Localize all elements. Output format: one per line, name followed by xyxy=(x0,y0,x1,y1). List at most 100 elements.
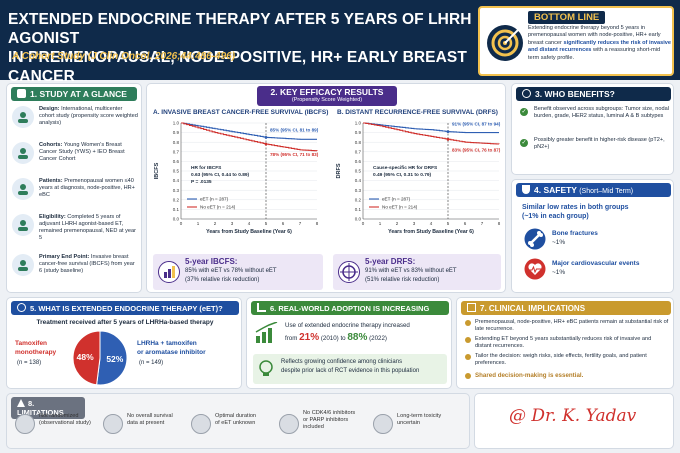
implication-item: Tailor the decision: weigh risks, side e… xyxy=(475,353,647,366)
x-axis-label: Years from Study Baseline (Year 6) xyxy=(388,229,474,235)
efficacy-subheading: (Propensity Score Weighted) xyxy=(291,97,363,103)
y-tick-label: 0.3 xyxy=(173,188,180,193)
y-tick-label: 0.1 xyxy=(173,207,180,212)
combo-label-1: LHRHa + tamoxifen xyxy=(137,340,197,347)
y-tick-label: 0.2 xyxy=(355,197,362,202)
bone-value: ~1% xyxy=(552,239,566,246)
y-tick-label: 0.9 xyxy=(173,130,180,135)
safety-lead-2: (~1% in each group) xyxy=(522,213,589,220)
limitation-item: No CDK4/6 inhibitors or PARP inhibitors in… xyxy=(303,410,356,430)
hr-value: 0.63 (95% CI, 0.44 to 0.89) xyxy=(191,172,250,178)
x-tick-label: 4 xyxy=(248,221,251,226)
x-tick-label: 5 xyxy=(265,221,268,226)
implication-item: Shared decision-making is essential. xyxy=(475,372,584,379)
bullet-dot-icon xyxy=(465,337,471,343)
y-tick-label: 0.6 xyxy=(173,159,180,164)
check-icon: ✓ xyxy=(520,139,528,147)
eet-pie-chart: 52% 48% xyxy=(72,330,128,386)
adoption-text-2b: despite prior lack of RCT evidence in th… xyxy=(281,368,420,374)
ibcfs-result-line2: (37% relative risk reduction) xyxy=(185,277,260,283)
y-tick-label: 0.5 xyxy=(173,169,180,174)
pie-slice-combination xyxy=(96,330,128,386)
lightbulb-icon xyxy=(259,360,273,376)
implication-item: Extending ET beyond 5 years substantiall… xyxy=(475,336,652,349)
calendar-question-icon xyxy=(191,414,211,434)
legend-label-eet: eET (n = 287) xyxy=(200,197,229,202)
benefit-item-2: Possibly greater benefit in higher-risk … xyxy=(534,137,665,150)
person-icon xyxy=(12,178,34,200)
heart-icon xyxy=(524,258,546,280)
y-tick-label: 0.8 xyxy=(355,140,362,145)
eet-heading: 5. WHAT IS EXTENDED ENDOCRINE THERAPY (e… xyxy=(11,301,239,315)
signature-box: @ Dr. K. Yadav xyxy=(474,393,674,449)
y-tick-label: 0.8 xyxy=(173,140,180,145)
x-tick-label: 7 xyxy=(299,221,302,226)
adoption-text-1: Use of extended endocrine therapy increa… xyxy=(285,322,410,329)
clipboard-icon xyxy=(467,303,476,312)
people-icon xyxy=(12,106,34,128)
page-title: EXTENDED ENDOCRINE THERAPY AFTER 5 YEARS… xyxy=(8,10,478,86)
signature: @ Dr. K. Yadav xyxy=(509,406,637,426)
drfs-result-box: 5-year DRFS: 91% with eET vs 83% without… xyxy=(333,254,501,290)
title-line-1: EXTENDED ENDOCRINE THERAPY AFTER 5 YEARS… xyxy=(8,11,472,47)
benefit-item-1: Benefit observed across subgroups: Tumor… xyxy=(534,106,669,119)
pill-icon xyxy=(17,303,26,312)
x-tick-label: 8 xyxy=(498,221,501,226)
y-tick-label: 0.3 xyxy=(355,188,362,193)
ibcfs-result-box: 5-year IBCFS: 85% with eET vs 78% withou… xyxy=(153,254,323,290)
y-tick-label: 0.4 xyxy=(355,178,362,183)
y-tick-label: 0.6 xyxy=(355,159,362,164)
combo-n: (n = 149) xyxy=(139,360,164,366)
bone-icon xyxy=(524,228,546,250)
study-item: Primary End Point: Invasive breast cance… xyxy=(39,254,135,274)
bottom-line-text: Extending endocrine therapy beyond 5 yea… xyxy=(528,25,672,61)
limitation-item: Optimal duration of eET unknown xyxy=(215,413,257,426)
page-subtitle: A Cohort Study (J Clin Oncol. 2026;44:48… xyxy=(12,51,236,62)
x-tick-label: 0 xyxy=(362,221,365,226)
drfs-chart: 0.0 0.1 0.2 0.3 0.4 0.5 0.6 0.7 0.8 0.9 1.0 0 1 2 3 4 5 6… xyxy=(336,121,501,235)
y-tick-label: 0.1 xyxy=(355,207,362,212)
x-tick-label: 1 xyxy=(197,221,200,226)
x-tick-label: 5 xyxy=(447,221,450,226)
y-tick-label: 0.0 xyxy=(355,217,362,222)
eet-subheading: Treatment received after 5 years of LHRH… xyxy=(36,319,214,326)
ibcfs-chart: 0.0 0.1 0.2 0.3 0.4 0.5 0.6 0.7 0.8 0.9 1.0 0 1 2 3 4 5 6… xyxy=(154,121,319,235)
drfs-result-line1: 91% with eET vs 83% without eET xyxy=(365,268,457,274)
eet-panel: 5. WHAT IS EXTENDED ENDOCRINE THERAPY (e… xyxy=(6,297,242,389)
tam-label-2: monotherapy xyxy=(15,349,57,356)
x-axis-label: Years from Study Baseline (Year 6) xyxy=(206,229,292,235)
adoption-panel: 6. REAL-WORLD ADOPTION IS INCREASING Use… xyxy=(246,297,452,389)
calendar-icon xyxy=(12,142,34,164)
study-item: Design: International, multicenter cohor… xyxy=(39,106,138,126)
benefits-heading: 3. WHO BENEFITS? xyxy=(516,87,671,101)
y-tick-label: 0.5 xyxy=(355,169,362,174)
x-tick-label: 6 xyxy=(464,221,467,226)
person-group-icon xyxy=(15,414,35,434)
adoption-stats: from 21% (2010) to 88% (2022) xyxy=(285,332,387,343)
clock-icon xyxy=(373,414,393,434)
ibcfs-result-title: 5-year IBCFS: xyxy=(185,257,238,266)
x-tick-label: 0 xyxy=(180,221,183,226)
adoption-heading: 6. REAL-WORLD ADOPTION IS INCREASING xyxy=(251,301,449,315)
y-tick-label: 0.0 xyxy=(173,217,180,222)
study-item: Patients: Premenopausal women ≤40 years … xyxy=(39,178,135,198)
km-curve-eet xyxy=(181,122,317,140)
km-curve-no-eet xyxy=(363,122,500,145)
bottom-line-title: BOTTOM LINE xyxy=(528,11,606,24)
y-tick-label: 1.0 xyxy=(173,121,180,126)
hr-title: Cause-specific HR for DRFS xyxy=(373,165,438,171)
y-tick-label: 0.9 xyxy=(355,130,362,135)
hr-value: 0.49 (95% CI, 0.31 to 0.79) xyxy=(373,172,432,178)
x-tick-label: 6 xyxy=(282,221,285,226)
y-tick-label: 1.0 xyxy=(355,121,362,126)
study-panel: 1. STUDY AT A GLANCE Design: Internation… xyxy=(6,83,142,293)
crosshair-icon xyxy=(338,261,360,283)
efficacy-panel: 2. KEY EFFICACY RESULTS (Propensity Scor… xyxy=(146,83,506,293)
combo-label-2: or aromatase inhibitor xyxy=(137,349,206,356)
y-axis-label: DRFS xyxy=(336,163,342,178)
bone-label: Bone fractures xyxy=(552,230,598,237)
efficacy-heading: 2. KEY EFFICACY RESULTS xyxy=(270,87,384,97)
adoption-note-box: Reflects growing confidence among clinic… xyxy=(253,354,447,384)
bottom-line-box: BOTTOM LINE Extending endocrine therapy … xyxy=(478,6,674,76)
bullet-dot-icon xyxy=(465,373,471,379)
